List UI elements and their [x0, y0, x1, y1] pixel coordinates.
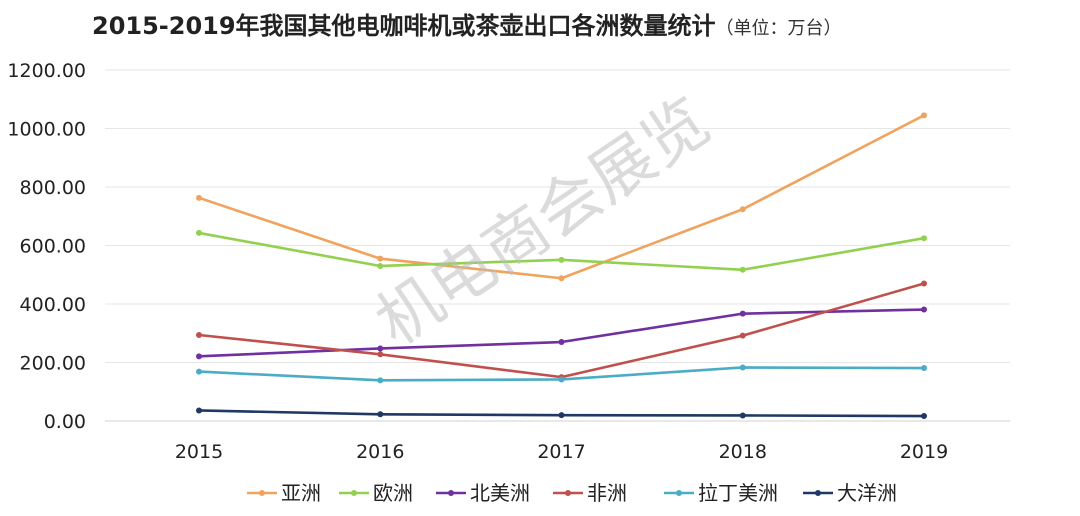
- legend-item: 亚洲: [247, 481, 321, 505]
- chart-title-text: 2015-2019年我国其他电咖啡机或茶壶出口各洲数量统计: [92, 12, 716, 40]
- series-4: [196, 280, 927, 381]
- data-point: [739, 364, 746, 371]
- data-point: [739, 412, 746, 419]
- data-point: [921, 235, 927, 242]
- series-2: [196, 229, 927, 273]
- legend-item: 拉丁美洲: [664, 481, 778, 505]
- series-3: [196, 306, 927, 360]
- x-tick-label: 2015: [175, 441, 223, 463]
- data-point: [196, 229, 202, 236]
- legend-marker: [351, 490, 357, 496]
- legend-label: 亚洲: [281, 481, 321, 505]
- gridlines: [105, 69, 1010, 422]
- series-1: [196, 112, 927, 282]
- legend-marker: [448, 490, 454, 496]
- series-6: [196, 407, 927, 420]
- legend-item: 大洋洲: [803, 481, 897, 505]
- data-point: [196, 353, 202, 360]
- data-point: [377, 262, 384, 269]
- data-point: [739, 310, 746, 317]
- chart-title: 2015-2019年我国其他电咖啡机或茶壶出口各洲数量统计（单位：万台）: [92, 6, 1072, 41]
- x-tick-label: 2019: [900, 441, 948, 463]
- watermark: 机电商会展览: [363, 85, 723, 361]
- series-line: [197, 308, 926, 358]
- y-axis: 0.00 200.00 400.00 600.00 800.00 1000.00 1200.…: [7, 60, 86, 433]
- legend-marker: [565, 490, 571, 496]
- data-point: [558, 256, 565, 263]
- data-point: [558, 376, 565, 383]
- data-point: [739, 206, 746, 213]
- x-tick-label: 2018: [719, 441, 767, 463]
- data-point: [739, 332, 746, 339]
- y-tick-label: 400.00: [20, 294, 86, 316]
- data-point: [377, 411, 384, 418]
- data-point: [921, 365, 927, 372]
- data-point: [196, 407, 202, 414]
- data-point: [558, 275, 565, 282]
- y-tick-label: 800.00: [20, 177, 86, 199]
- legend-label: 北美洲: [470, 481, 530, 505]
- legend-marker: [259, 490, 265, 496]
- series-layer: [196, 112, 927, 420]
- data-point: [921, 413, 927, 420]
- data-point: [196, 194, 202, 201]
- data-point: [739, 266, 746, 273]
- x-tick-label: 2017: [537, 441, 585, 463]
- legend-marker: [676, 490, 682, 496]
- chart-unit: （单位：万台）: [715, 18, 842, 39]
- legend-marker: [815, 490, 821, 496]
- legend: 亚洲 欧洲 北美洲 非洲 拉丁美洲 大洋洲: [247, 481, 897, 505]
- y-tick-label: 200.00: [20, 353, 86, 375]
- y-tick-label: 0.00: [44, 411, 86, 433]
- y-tick-label: 600.00: [20, 236, 86, 258]
- x-axis: 2015 2016 2017 2018 2019: [175, 441, 948, 463]
- series-5: [196, 364, 927, 384]
- data-point: [196, 332, 202, 339]
- legend-label: 欧洲: [373, 481, 413, 505]
- series-line: [197, 282, 926, 379]
- legend-label: 非洲: [587, 481, 627, 505]
- y-tick-label: 1000.00: [7, 119, 86, 141]
- x-tick-label: 2016: [356, 441, 404, 463]
- data-point: [921, 112, 927, 119]
- y-tick-label: 1200.00: [7, 60, 86, 82]
- data-point: [558, 339, 565, 346]
- legend-label: 拉丁美洲: [698, 481, 778, 505]
- data-point: [921, 280, 927, 287]
- data-point: [377, 377, 384, 384]
- data-point: [921, 306, 927, 313]
- legend-item: 欧洲: [339, 481, 413, 505]
- data-point: [377, 255, 384, 262]
- legend-item: 非洲: [553, 481, 627, 505]
- data-point: [377, 351, 384, 358]
- data-point: [558, 412, 565, 419]
- legend-label: 大洋洲: [837, 481, 897, 505]
- data-point: [377, 345, 384, 352]
- data-point: [196, 368, 202, 375]
- legend-item: 北美洲: [436, 481, 530, 505]
